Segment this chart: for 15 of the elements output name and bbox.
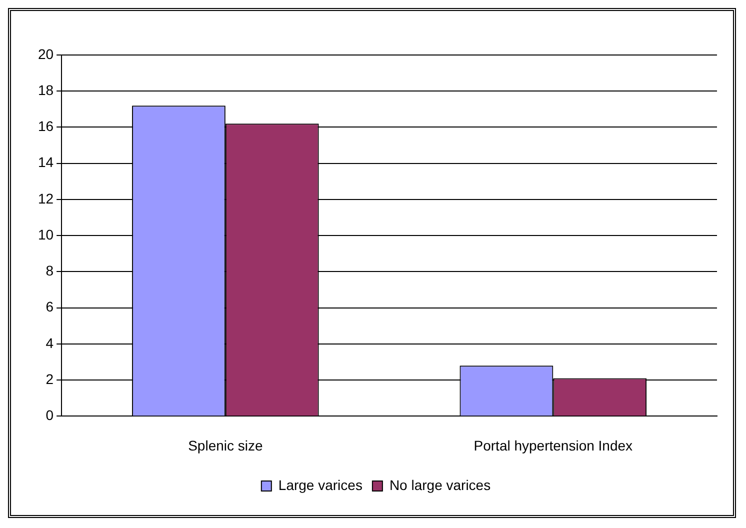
y-tick-label: 14: [38, 154, 54, 170]
legend-label: Large varices: [278, 476, 362, 493]
y-tick-label: 8: [46, 262, 54, 279]
y-tick-label: 6: [46, 298, 54, 315]
x-tick-label: Splenic size: [188, 437, 263, 454]
y-tick-label: 12: [38, 190, 54, 206]
y-tick-label: 0: [46, 407, 54, 424]
y-tick-label: 18: [38, 82, 54, 98]
y-tick-label: 4: [46, 334, 54, 351]
y-tick-label: 2: [46, 370, 54, 387]
y-tick-label: 10: [38, 226, 54, 242]
x-tick-label: Portal hypertension Index: [474, 437, 633, 454]
y-tick-label: 16: [38, 118, 54, 134]
legend-label: No large varices: [389, 476, 491, 493]
y-tick-label: 20: [38, 46, 54, 62]
